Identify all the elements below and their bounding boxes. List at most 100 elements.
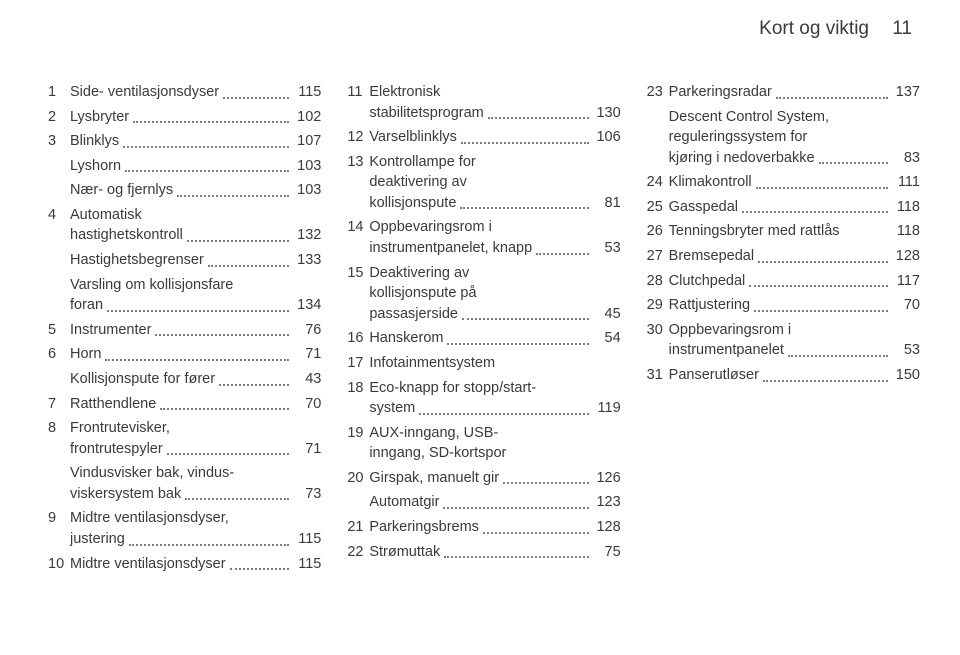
entry-label: viskersystem bak (70, 484, 181, 505)
page-header: Kort og viktig 11 (759, 18, 912, 40)
leader-dots (129, 544, 290, 546)
leader-dots (461, 142, 589, 144)
entry-label: foran (70, 295, 103, 316)
entry-page: 118 (892, 221, 920, 242)
entry-text: Side- ventilasjonsdyser115 (70, 82, 321, 103)
index-entry: 25Gasspedal118 (647, 197, 920, 218)
entry-label-line: Varsling om kollisjonsfare (70, 275, 321, 296)
entry-label: hastighetskontroll (70, 225, 183, 246)
entry-number: 10 (48, 554, 70, 575)
entry-number: 19 (347, 423, 369, 444)
entry-label-line: Vindusvisker bak, vindus- (70, 463, 321, 484)
entry-page: 118 (892, 197, 920, 218)
entry-number: 22 (347, 542, 369, 563)
entry-text: Varselblinklys106 (369, 127, 620, 148)
entry-label: Panserutløser (669, 365, 759, 386)
entry-page: 71 (293, 439, 321, 460)
entry-text: Rattjustering70 (669, 295, 920, 316)
index-entry: Nær- og fjernlys 103 (48, 180, 321, 201)
entry-page: 111 (892, 172, 920, 193)
index-entry: 6Horn71 (48, 344, 321, 365)
entry-text: Parkeringsradar 137 (669, 82, 920, 103)
leader-dots (107, 310, 289, 312)
entry-page: 103 (293, 156, 321, 177)
entry-label: Parkeringsradar (669, 82, 772, 103)
entry-page: 128 (593, 517, 621, 538)
entry-page: 102 (293, 107, 321, 128)
entry-page: 106 (593, 127, 621, 148)
entry-label: stabilitetsprogram (369, 103, 483, 124)
index-entry: 29Rattjustering70 (647, 295, 920, 316)
entry-label-line: Descent Control System, (669, 107, 920, 128)
entry-label: kjøring i nedoverbakke (669, 148, 815, 169)
entry-label: Nær- og fjernlys (70, 180, 173, 201)
entry-text: Horn71 (70, 344, 321, 365)
entry-text: Automatiskhastighetskontroll132 (70, 205, 321, 246)
entry-text: Ratthendlene70 (70, 394, 321, 415)
entry-number: 16 (347, 328, 369, 349)
index-entry: 3Blinklys107 (48, 131, 321, 152)
entry-label: Clutchpedal (669, 271, 746, 292)
entry-number: 13 (347, 152, 369, 173)
entry-text: Kollisjonspute for fører43 (70, 369, 321, 390)
entry-page: 126 (593, 468, 621, 489)
entry-page: 81 (593, 193, 621, 214)
entry-number: 9 (48, 508, 70, 529)
index-entry: Varsling om kollisjonsfareforan 134 (48, 275, 321, 316)
index-entry: 2Lysbryter102 (48, 107, 321, 128)
index-entry: Automatgir123 (347, 492, 620, 513)
entry-page: 133 (293, 250, 321, 271)
header-title: Kort og viktig (759, 18, 869, 39)
entry-page: 115 (293, 554, 321, 575)
header-page-number: 11 (892, 18, 912, 39)
entry-label: Instrumenter (70, 320, 151, 341)
entry-text: Panserutløser 150 (669, 365, 920, 386)
entry-page: 137 (892, 82, 920, 103)
index-columns: 1Side- ventilasjonsdyser1152Lysbryter102… (48, 82, 920, 578)
entry-label-line: Elektronisk (369, 82, 620, 103)
entry-number: 29 (647, 295, 669, 316)
leader-dots (223, 97, 289, 99)
index-entry: Kollisjonspute for fører43 (48, 369, 321, 390)
index-entry: 11Elektroniskstabilitetsprogram130 (347, 82, 620, 123)
leader-dots (185, 498, 289, 500)
entry-page: 115 (293, 529, 321, 550)
entry-page: 43 (293, 369, 321, 390)
entry-label: Blinklys (70, 131, 119, 152)
entry-number: 18 (347, 378, 369, 399)
leader-dots (230, 568, 290, 570)
index-entry: Vindusvisker bak, vindus-viskersystem ba… (48, 463, 321, 504)
leader-dots (447, 343, 588, 345)
entry-text: AUX-inngang, USB-inngang, SD-kortspor (369, 423, 620, 464)
entry-page: 150 (892, 365, 920, 386)
leader-dots (105, 359, 289, 361)
entry-label-line: deaktivering av (369, 172, 620, 193)
index-entry: 21Parkeringsbrems128 (347, 517, 620, 538)
index-entry: 9Midtre ventilasjonsdyser,justering115 (48, 508, 321, 549)
index-column-2: 11Elektroniskstabilitetsprogram13012Vars… (347, 82, 620, 578)
entry-page: 103 (293, 180, 321, 201)
entry-label: Tenningsbryter med rattlås (669, 221, 840, 242)
entry-label-line: Oppbevaringsrom i (669, 320, 920, 341)
leader-dots (742, 211, 888, 213)
entry-page: 53 (892, 340, 920, 361)
index-entry: 5Instrumenter76 (48, 320, 321, 341)
index-entry: 24Klimakontroll111 (647, 172, 920, 193)
entry-text: Instrumenter 76 (70, 320, 321, 341)
entry-text: Girspak, manuelt gir126 (369, 468, 620, 489)
index-entry: 8Frontrutevisker,frontrutespyler71 (48, 418, 321, 459)
entry-label: Strømuttak (369, 542, 440, 563)
entry-text: Varsling om kollisjonsfareforan 134 (70, 275, 321, 316)
entry-page: 54 (593, 328, 621, 349)
entry-text: Lysbryter102 (70, 107, 321, 128)
entry-number: 2 (48, 107, 70, 128)
leader-dots (160, 408, 289, 410)
index-entry: 15Deaktivering avkollisjonspute påpassas… (347, 263, 620, 325)
entry-text: Deaktivering avkollisjonspute påpassasje… (369, 263, 620, 325)
entry-page: 45 (593, 304, 621, 325)
entry-page: 134 (293, 295, 321, 316)
entry-text: Vindusvisker bak, vindus-viskersystem ba… (70, 463, 321, 504)
entry-page: 76 (293, 320, 321, 341)
entry-text: Blinklys107 (70, 131, 321, 152)
leader-dots (208, 265, 290, 267)
